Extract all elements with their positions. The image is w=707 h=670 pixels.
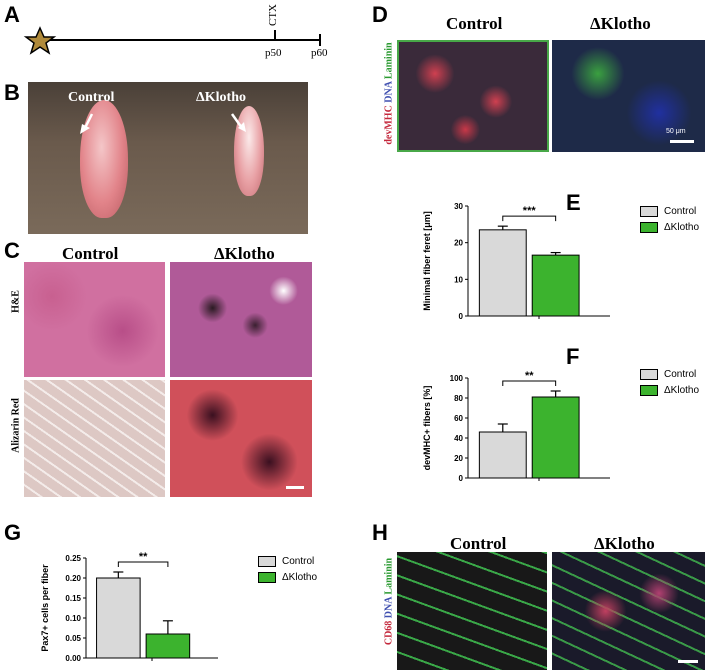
- bar-klotho: [531, 396, 580, 479]
- significance-label: **: [139, 551, 148, 563]
- p50-label: p50: [265, 47, 282, 59]
- bar-control: [478, 431, 527, 479]
- panel-label-b: B: [4, 80, 20, 105]
- panel-label-c: C: [4, 238, 20, 263]
- y-tick-label: 80: [454, 394, 463, 403]
- y-tick-label: 30: [454, 202, 463, 211]
- scale-bar: [670, 140, 694, 143]
- y-tick-label: 0.00: [65, 654, 81, 663]
- panel-label-e: E: [566, 190, 581, 215]
- significance-label: ***: [523, 205, 537, 217]
- panel-label-g: G: [4, 520, 22, 545]
- photo-control-label: Control: [68, 90, 115, 105]
- c-control-header: Control: [62, 244, 119, 263]
- legend-control: Control: [640, 369, 696, 380]
- significance-bracket: [117, 561, 169, 567]
- scale-bar: [678, 660, 698, 663]
- panel-label-f: F: [566, 344, 580, 369]
- y-axis-label: devMHC+ fibers [%]: [422, 386, 432, 471]
- y-tick-label: 0.15: [65, 594, 81, 603]
- chart-f: devMHC+ fibers [%] 0 20 40 60 80 100 **: [422, 370, 610, 483]
- y-tick-label: 40: [454, 434, 463, 443]
- devmhc-klotho-image: 50 μm: [552, 40, 705, 152]
- y-tick-label: 10: [454, 275, 463, 284]
- legend-klotho: ΔKlotho: [640, 222, 699, 233]
- significance-bracket: [502, 380, 557, 386]
- timeline: CTX p50 p60: [23, 4, 328, 59]
- c-klotho-header: ΔKlotho: [214, 244, 275, 263]
- chart-g: Pax7+ cells per fiber 0.00 0.05 0.10 0.15 0.2…: [40, 551, 218, 663]
- photo-klotho-label: ΔKlotho: [196, 90, 247, 105]
- legend-klotho: ΔKlotho: [640, 385, 699, 396]
- he-control-image: [24, 262, 165, 377]
- y-tick-label: 100: [450, 374, 464, 383]
- p60-label: p60: [311, 47, 328, 59]
- d-klotho-header: ΔKlotho: [590, 14, 651, 33]
- chart-e: Minimal fiber feret [μm] 0 10 20 30 ***: [422, 202, 610, 321]
- y-tick-label: 0.05: [65, 634, 81, 643]
- devmhc-control-image: [397, 40, 549, 152]
- arrow-icon: [80, 124, 90, 134]
- panel-label-a: A: [4, 2, 20, 27]
- cd68-klotho-image: [552, 552, 705, 670]
- mouse-legs-photo: Control ΔKlotho: [28, 82, 308, 234]
- legend-control: Control: [640, 206, 696, 217]
- cd68-control-image: [397, 552, 547, 670]
- scale-bar: [286, 486, 304, 489]
- significance-bracket: [502, 215, 557, 222]
- y-axis-label: Pax7+ cells per fiber: [40, 564, 50, 652]
- y-tick-label: 0: [459, 312, 464, 321]
- bar-control: [478, 229, 527, 317]
- y-tick-label: 0: [459, 474, 464, 483]
- arrow-icon: [238, 122, 246, 132]
- ctx-label: CTX: [267, 4, 279, 26]
- y-tick-label: 0.10: [65, 614, 81, 623]
- y-tick-label: 0.20: [65, 574, 81, 583]
- d-control-header: Control: [446, 14, 503, 33]
- y-tick-label: 0.25: [65, 554, 81, 563]
- y-tick-label: 60: [454, 414, 463, 423]
- significance-label: **: [525, 370, 534, 382]
- star-icon: [23, 26, 57, 55]
- alizarin-klotho-image: [170, 380, 312, 497]
- legend-control: Control: [258, 556, 314, 567]
- y-axis-label: Minimal fiber feret [μm]: [422, 211, 432, 311]
- h-klotho-header: ΔKlotho: [594, 534, 655, 553]
- he-klotho-image: [170, 262, 312, 377]
- bar-klotho: [145, 633, 191, 659]
- h-control-header: Control: [450, 534, 507, 553]
- y-tick-label: 20: [454, 454, 463, 463]
- bar-control: [96, 577, 141, 659]
- y-tick-label: 20: [454, 239, 463, 248]
- alizarin-control-image: [24, 380, 165, 497]
- d-scale-label: 50 μm: [666, 128, 686, 135]
- panel-label-d: D: [372, 2, 388, 27]
- legend-klotho: ΔKlotho: [258, 572, 317, 583]
- bar-klotho: [531, 254, 580, 317]
- panel-label-h: H: [372, 520, 388, 545]
